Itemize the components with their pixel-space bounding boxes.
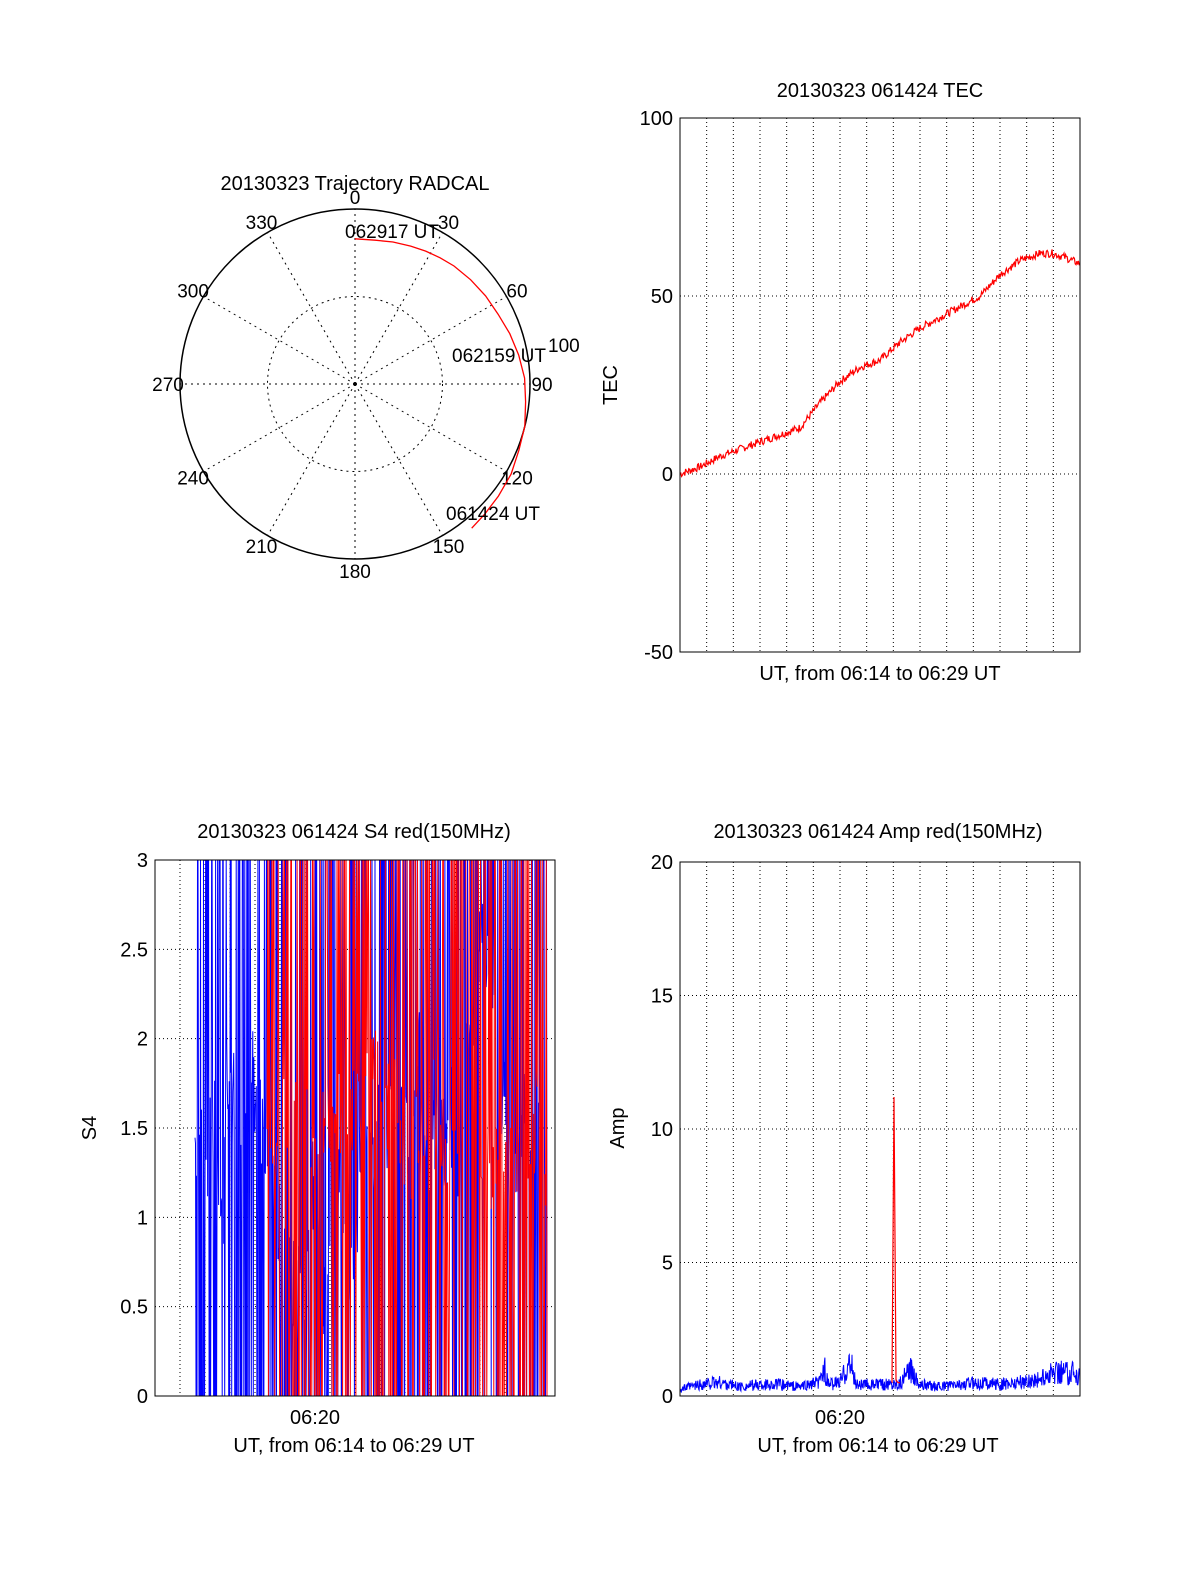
y-tick-label: 10 — [651, 1119, 673, 1141]
trajectory-mid-label: 062159 UT — [452, 346, 546, 367]
y-tick-label: 50 — [651, 286, 673, 308]
y-tick-label: 15 — [651, 986, 673, 1008]
y-tick-label: 3 — [137, 850, 148, 872]
radial-max-label: 100 — [548, 336, 580, 357]
polar-spoke — [203, 383, 356, 472]
trajectory-line — [354, 238, 527, 529]
amp-red-spike — [891, 1096, 900, 1384]
amp-title: 20130323 061424 Amp red(150MHz) — [713, 821, 1042, 843]
s4-xtick-label: 06:20 — [290, 1407, 340, 1429]
amp-series — [679, 1096, 1081, 1393]
tec-ylabel: TEC — [600, 365, 622, 405]
polar-grid — [179, 208, 531, 560]
polar-angle-label: 240 — [177, 469, 209, 490]
s4-panel: 20130323 061424 S4 red(150MHz) 3 2.5 2 1.5 1… — [79, 821, 556, 1457]
y-tick-label: 5 — [662, 1253, 673, 1275]
y-tick-label: 2 — [137, 1029, 148, 1051]
polar-mid-circle — [267, 296, 443, 472]
polar-angle-label: 0 — [350, 188, 361, 209]
amp-y-ticks: 20 15 10 5 0 — [651, 852, 673, 1408]
amp-ylabel: Amp — [607, 1107, 629, 1148]
s4-series — [194, 859, 548, 1397]
amp-blue-line — [679, 1352, 1081, 1393]
polar-spoke — [354, 383, 507, 472]
trajectory-start-label: 062917 UT — [345, 222, 439, 243]
polar-angle-label: 330 — [246, 213, 278, 234]
y-tick-label: 0 — [662, 1386, 673, 1408]
y-tick-label: 100 — [640, 108, 673, 130]
polar-angle-label: 180 — [339, 562, 371, 583]
amp-plot-frame — [679, 861, 1081, 1397]
s4-y-ticks: 3 2.5 2 1.5 1 0.5 0 — [120, 850, 148, 1408]
polar-spoke — [267, 232, 356, 385]
polar-trajectory-panel: 20130323 Trajectory RADCAL 0 30 60 90 120 150… — [152, 173, 580, 583]
y-tick-label: 0 — [137, 1386, 148, 1408]
trajectory-end-label: 061424 UT — [446, 504, 540, 525]
tec-plot-frame — [679, 117, 1081, 653]
polar-spoke — [354, 296, 507, 385]
amp-xlabel: UT, from 06:14 to 06:29 UT — [757, 1435, 998, 1457]
y-tick-label: 20 — [651, 852, 673, 874]
tec-line — [679, 249, 1080, 478]
amp-panel: 20130323 061424 Amp red(150MHz) 20 15 10 5 0… — [607, 821, 1081, 1457]
polar-spoke — [203, 296, 356, 385]
tec-grid — [680, 118, 1080, 652]
tec-panel: 20130323 061424 TEC 100 50 0 -50 UT, from 0… — [600, 80, 1081, 685]
polar-angle-label: 150 — [433, 537, 465, 558]
amp-grid — [680, 862, 1080, 1396]
polar-title: 20130323 Trajectory RADCAL — [220, 173, 489, 195]
polar-spoke — [354, 383, 443, 536]
polar-angle-label: 30 — [438, 213, 459, 234]
tec-series — [679, 249, 1080, 478]
polar-spoke — [267, 383, 356, 536]
polar-angle-label: 210 — [246, 537, 278, 558]
amp-xtick-label: 06:20 — [815, 1407, 865, 1429]
y-tick-label: 1.5 — [120, 1118, 148, 1140]
s4-ylabel: S4 — [79, 1116, 101, 1140]
polar-spoke — [354, 232, 443, 385]
s4-plot-frame — [154, 859, 556, 1397]
s4-xlabel: UT, from 06:14 to 06:29 UT — [233, 1435, 474, 1457]
tec-title: 20130323 061424 TEC — [777, 80, 983, 102]
polar-angle-label: 90 — [531, 375, 552, 396]
y-tick-label: 1 — [137, 1207, 148, 1229]
polar-angle-label: 300 — [177, 282, 209, 303]
polar-angle-labels: 0 30 60 90 120 150 180 210 240 270 300 330 — [152, 188, 552, 583]
tec-xlabel: UT, from 06:14 to 06:29 UT — [759, 663, 1000, 685]
s4-title: 20130323 061424 S4 red(150MHz) — [197, 821, 511, 843]
y-tick-label: 0.5 — [120, 1297, 148, 1319]
polar-angle-label: 120 — [501, 469, 533, 490]
polar-angle-label: 60 — [506, 282, 527, 303]
polar-angle-label: 270 — [152, 375, 184, 396]
y-tick-label: -50 — [644, 642, 673, 664]
tec-y-ticks: 100 50 0 -50 — [640, 108, 673, 664]
y-tick-label: 2.5 — [120, 939, 148, 961]
y-tick-label: 0 — [662, 464, 673, 486]
